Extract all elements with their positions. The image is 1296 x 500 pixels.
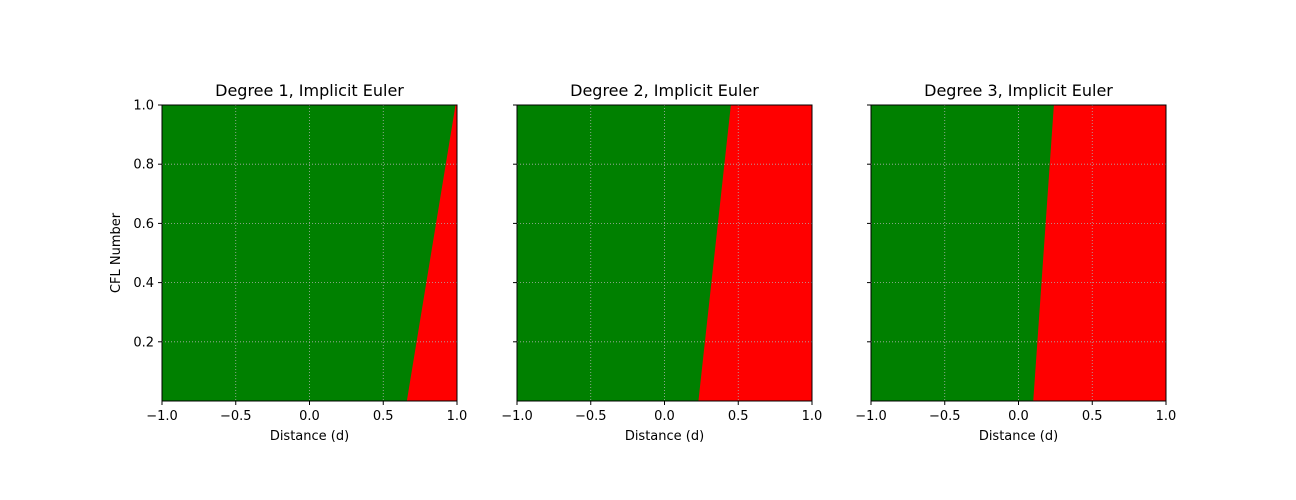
y-tick-label: 0.2 [133,335,154,350]
x-tick-label: 0.0 [1008,409,1029,424]
x-tick-label: 1.0 [1156,409,1177,424]
y-tick-label: 0.6 [133,217,154,232]
x-tick-label: 1.0 [447,409,468,424]
unstable-region [698,105,812,401]
unstable-region [406,105,457,401]
unstable-region [1033,105,1166,401]
x-tick-label: 0.5 [373,409,394,424]
chart-panel-3: −1.0 −0.5 0.0 0.5 1.0 Degree 3, Implicit Eule… [855,81,1176,444]
x-axis-label: Distance (d) [979,429,1058,444]
x-tick-label: 0.0 [299,409,320,424]
chart-title: Degree 1, Implicit Euler [215,81,404,100]
x-tick-label: 0.5 [1082,409,1103,424]
chart-panel-2: −1.0 −0.5 0.0 0.5 1.0 Degree 2, Implicit Eule… [501,81,822,444]
x-tick-label: −0.5 [575,409,607,424]
x-tick-label: −1.0 [501,409,533,424]
x-tick-label: −1.0 [146,409,178,424]
x-axis-label: Distance (d) [270,429,349,444]
y-tick-label: 0.4 [133,276,154,291]
y-tick-label: 1.0 [133,99,154,114]
x-tick-label: 0.0 [654,409,675,424]
chart-title: Degree 3, Implicit Euler [924,81,1113,100]
x-tick-label: −1.0 [855,409,887,424]
x-tick-label: 1.0 [802,409,823,424]
y-tick-label: 0.8 [133,158,154,173]
x-axis-label: Distance (d) [625,429,704,444]
x-tick-label: −0.5 [220,409,252,424]
chart-panel-1: −1.0 −0.5 0.0 0.5 1.0 0.2 0.4 0.6 0.8 1.0 Degree 1… [109,81,467,444]
x-tick-label: 0.5 [728,409,749,424]
y-axis-label: CFL Number [109,212,124,293]
x-tick-label: −0.5 [929,409,961,424]
chart-title: Degree 2, Implicit Euler [570,81,759,100]
